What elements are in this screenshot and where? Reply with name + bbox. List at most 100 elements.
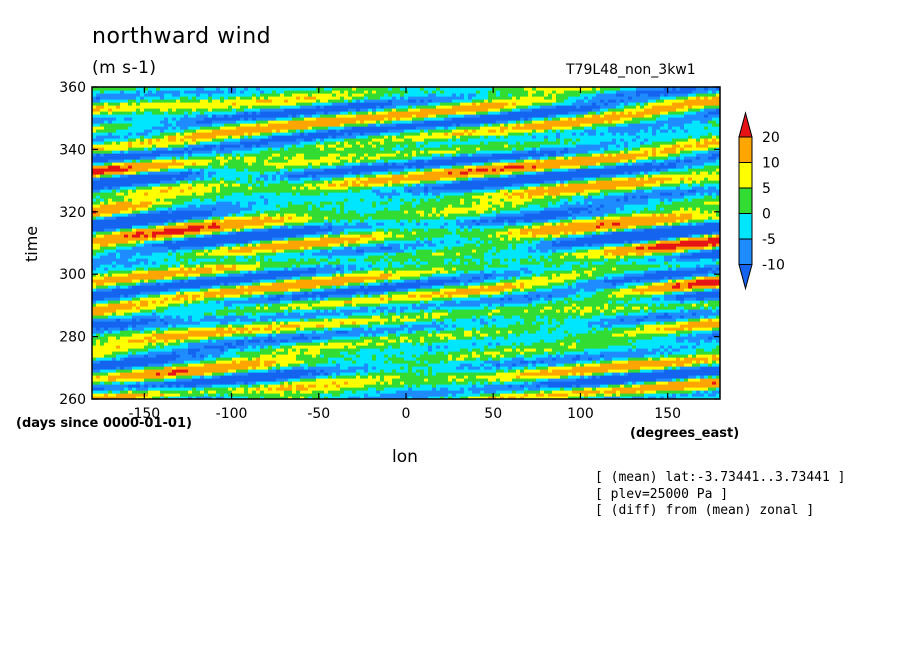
heatmap-cell — [420, 345, 425, 349]
heatmap-cell — [420, 363, 425, 367]
heatmap-cell — [108, 303, 113, 307]
heatmap-cell — [128, 321, 133, 325]
heatmap-cell — [688, 315, 693, 319]
heatmap-cell — [452, 393, 457, 397]
heatmap-cell — [704, 378, 709, 382]
heatmap-cell — [424, 309, 429, 313]
heatmap-cell — [616, 387, 621, 391]
heatmap-cell — [428, 378, 433, 382]
heatmap-cell — [112, 327, 117, 331]
heatmap-cell — [512, 342, 517, 346]
heatmap-cell — [320, 396, 325, 399]
heatmap-cell — [292, 333, 297, 337]
heatmap-cell — [128, 336, 133, 340]
heatmap-cell — [296, 348, 301, 352]
heatmap-cell — [340, 372, 345, 376]
heatmap-cell — [180, 357, 185, 361]
heatmap-cell — [140, 315, 145, 319]
heatmap-cell — [188, 327, 193, 331]
heatmap-cell — [308, 393, 313, 397]
heatmap-cell — [640, 351, 645, 355]
heatmap-cell — [580, 336, 585, 340]
heatmap-cell — [308, 309, 313, 313]
heatmap-cell — [244, 366, 249, 370]
heatmap-cell — [228, 309, 233, 313]
heatmap-cell — [572, 360, 577, 364]
heatmap-cell — [560, 342, 565, 346]
heatmap-cell — [300, 390, 305, 394]
heatmap-cell — [444, 324, 449, 328]
heatmap-cell — [312, 351, 317, 355]
heatmap-cell — [456, 342, 461, 346]
heatmap-cell — [696, 339, 701, 343]
heatmap-cell — [552, 396, 557, 399]
heatmap-cell — [484, 312, 489, 316]
heatmap-cell — [552, 375, 557, 379]
heatmap-cell — [488, 363, 493, 367]
heatmap-cell — [408, 333, 413, 337]
heatmap-cell — [540, 354, 545, 358]
heatmap-cell — [136, 333, 141, 337]
heatmap-cell — [200, 333, 205, 337]
heatmap-cell — [460, 363, 465, 367]
heatmap-cell — [492, 312, 497, 316]
heatmap-cell — [336, 351, 341, 355]
heatmap-cell — [436, 375, 441, 379]
heatmap-cell — [296, 378, 301, 382]
heatmap-cell — [152, 336, 157, 340]
heatmap-cell — [476, 303, 481, 307]
heatmap-cell — [524, 363, 529, 367]
heatmap-cell — [196, 345, 201, 349]
heatmap-cell — [236, 390, 241, 394]
heatmap-cell — [532, 339, 537, 343]
heatmap-cell — [676, 357, 681, 361]
heatmap-cell — [368, 327, 373, 331]
heatmap-cell — [656, 324, 661, 328]
heatmap-cell — [392, 381, 397, 385]
heatmap-cell — [240, 384, 245, 388]
heatmap-cell — [500, 393, 505, 397]
heatmap-cell — [468, 303, 473, 307]
heatmap-cell — [384, 324, 389, 328]
heatmap-cell — [688, 327, 693, 331]
heatmap-cell — [648, 339, 653, 343]
heatmap-cell — [704, 393, 709, 397]
heatmap-cell — [536, 333, 541, 337]
heatmap-cell — [496, 387, 501, 391]
heatmap-cell — [204, 348, 209, 352]
heatmap-cell — [188, 315, 193, 319]
heatmap-cell — [656, 384, 661, 388]
heatmap-cell — [184, 363, 189, 367]
heatmap-cell — [592, 369, 597, 373]
heatmap-cell — [624, 348, 629, 352]
heatmap-cell — [496, 354, 501, 358]
heatmap-cell — [340, 354, 345, 358]
heatmap-cell — [472, 375, 477, 379]
heatmap-cell — [256, 312, 261, 316]
heatmap-cell — [428, 330, 433, 334]
heatmap-cell — [504, 333, 509, 337]
heatmap-cell — [372, 372, 377, 376]
heatmap-cell — [428, 390, 433, 394]
heatmap-cell — [396, 333, 401, 337]
heatmap-cell — [296, 327, 301, 331]
heatmap-cell — [168, 333, 173, 337]
heatmap-cell — [612, 363, 617, 367]
heatmap-cell — [596, 393, 601, 397]
heatmap-cell — [432, 333, 437, 337]
heatmap-cell — [476, 318, 481, 322]
heatmap-cell — [172, 327, 177, 331]
heatmap-cell — [596, 324, 601, 328]
heatmap-cell — [640, 381, 645, 385]
heatmap-cell — [512, 381, 517, 385]
heatmap-cell — [544, 363, 549, 367]
heatmap-cell — [716, 351, 720, 355]
heatmap-cell — [112, 303, 117, 307]
heatmap-cell — [368, 339, 373, 343]
heatmap-cell — [572, 324, 577, 328]
heatmap-cell — [636, 354, 641, 358]
heatmap-cell — [660, 393, 665, 397]
heatmap-cell — [680, 312, 685, 316]
heatmap-cell — [336, 345, 341, 349]
heatmap-cell — [404, 375, 409, 379]
